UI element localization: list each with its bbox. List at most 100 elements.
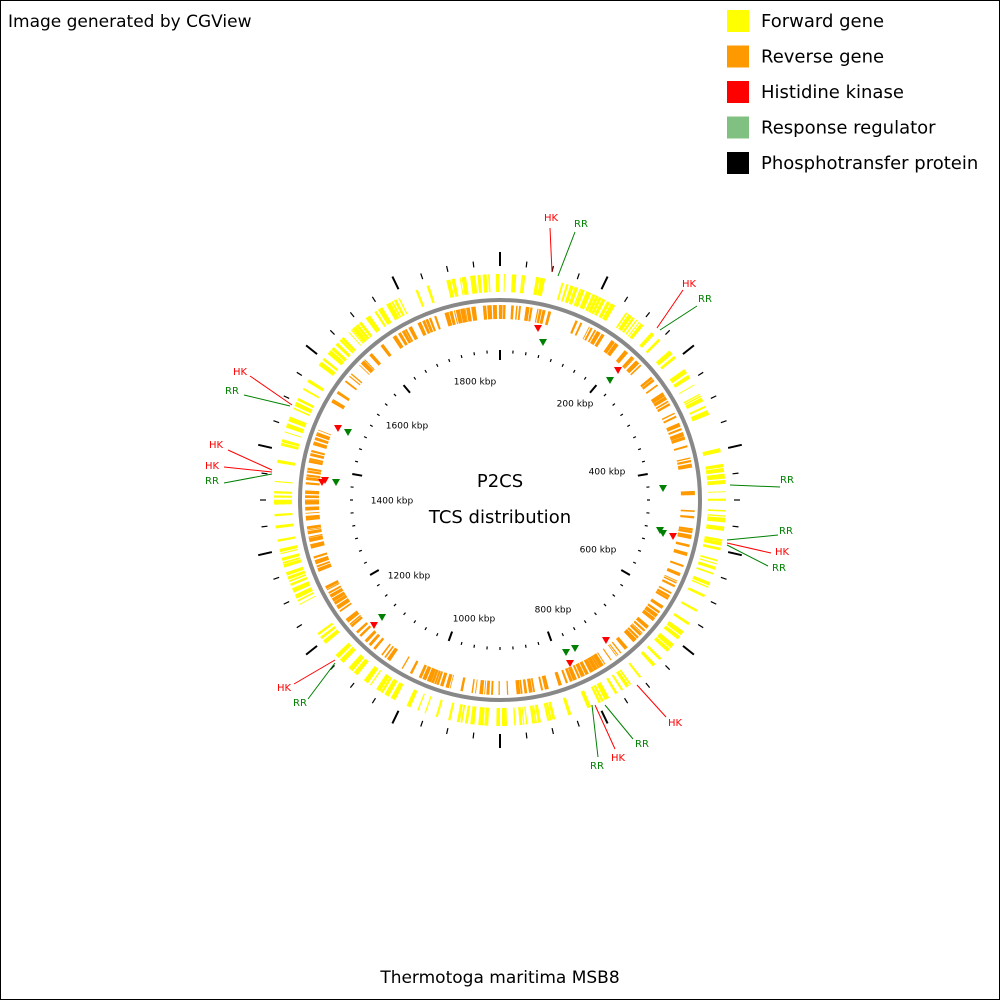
inner-tick	[583, 376, 587, 380]
forward-gene	[386, 302, 400, 321]
reverse-gene	[536, 309, 542, 324]
forward-gene	[537, 277, 546, 297]
forward-gene	[290, 576, 308, 587]
reverse-gene	[574, 322, 583, 336]
forward-gene	[280, 442, 299, 450]
forward-gene	[548, 701, 556, 720]
inner-tick	[637, 549, 642, 552]
forward-gene	[611, 674, 624, 691]
inner-tick	[612, 403, 616, 406]
forward-gene	[687, 587, 706, 598]
reverse-gene	[315, 432, 331, 441]
leader-line	[656, 289, 684, 329]
reverse-gene	[308, 535, 324, 543]
forward-gene	[302, 387, 320, 399]
inner-tick	[524, 644, 527, 648]
forward-gene	[348, 654, 365, 672]
scale-label: 1400 kbp	[371, 497, 414, 507]
reverse-gene	[373, 637, 385, 650]
reverse-gene	[310, 453, 325, 460]
forward-gene	[348, 331, 362, 346]
outer-tick	[720, 576, 727, 580]
forward-gene	[705, 467, 725, 475]
forward-gene	[646, 645, 662, 661]
forward-gene	[640, 650, 656, 667]
feature-marker	[539, 339, 547, 346]
reverse-gene	[431, 669, 439, 684]
outer-tick	[305, 344, 318, 355]
forward-gene	[456, 704, 463, 723]
forward-gene	[706, 473, 725, 481]
inner-tick	[603, 603, 607, 607]
scale-label: 200 kbp	[557, 400, 594, 410]
feature-label: RR	[574, 219, 588, 230]
outer-tick	[576, 720, 580, 727]
reverse-gene	[317, 563, 332, 572]
forward-gene	[697, 561, 716, 570]
feature-marker	[606, 377, 614, 384]
reverse-gene	[350, 616, 363, 628]
forward-gene	[663, 625, 681, 640]
inner-tick	[384, 594, 388, 597]
forward-gene	[654, 637, 670, 652]
leader-line	[223, 466, 273, 473]
forward-gene	[285, 423, 305, 434]
outer-tick	[623, 697, 629, 704]
reverse-gene	[663, 415, 677, 424]
forward-gene	[680, 601, 698, 612]
reverse-gene	[349, 614, 362, 625]
leader-line	[249, 375, 293, 406]
inner-tick	[572, 369, 576, 373]
leader-line	[636, 684, 667, 718]
inner-tick	[376, 583, 380, 587]
forward-gene	[461, 276, 469, 296]
feature-marker	[659, 485, 667, 492]
forward-gene	[369, 670, 382, 686]
leader-line	[557, 231, 576, 277]
reverse-gene	[434, 315, 441, 330]
forward-gene	[573, 288, 582, 306]
forward-gene	[606, 677, 618, 695]
reverse-gene	[326, 582, 340, 591]
reverse-gene	[524, 306, 530, 322]
reverse-gene	[418, 664, 428, 679]
leader-line	[307, 662, 336, 700]
outer-tick	[283, 600, 290, 605]
forward-gene	[568, 286, 579, 305]
feature-marker	[332, 479, 340, 486]
reverse-gene	[401, 656, 410, 670]
outer-tick	[727, 551, 743, 557]
forward-gene	[281, 553, 300, 561]
reverse-gene	[590, 330, 601, 346]
inner-tick	[603, 393, 607, 397]
forward-gene	[435, 699, 443, 718]
forward-gene	[691, 579, 709, 589]
reverse-gene	[397, 332, 408, 346]
reverse-gene	[671, 436, 686, 444]
legend-swatch	[727, 45, 749, 68]
inner-tick	[424, 627, 428, 631]
feature-label: RR	[225, 386, 239, 397]
reverse-gene	[384, 645, 394, 659]
reverse-gene	[677, 463, 693, 470]
forward-gene	[374, 310, 387, 328]
ticks	[257, 252, 743, 748]
reverse-gene	[434, 670, 441, 685]
forward-gene	[666, 620, 684, 636]
outer-tick	[645, 682, 651, 689]
reverse-gene	[310, 541, 325, 549]
inner-tick	[473, 644, 476, 648]
reverse-gene	[314, 436, 329, 445]
forward-gene	[545, 702, 552, 721]
outer-tick	[371, 296, 377, 303]
scale-label: 600 kbp	[580, 546, 617, 556]
forward-gene	[390, 682, 404, 701]
feature-marker	[659, 530, 667, 537]
reverse-gene	[364, 359, 375, 371]
reverse-gene	[629, 624, 642, 636]
reverse-gene	[653, 396, 668, 407]
outer-tick	[261, 472, 268, 475]
forward-gene	[365, 315, 381, 333]
reverse-gene	[422, 320, 431, 335]
inner-tick	[384, 403, 388, 406]
